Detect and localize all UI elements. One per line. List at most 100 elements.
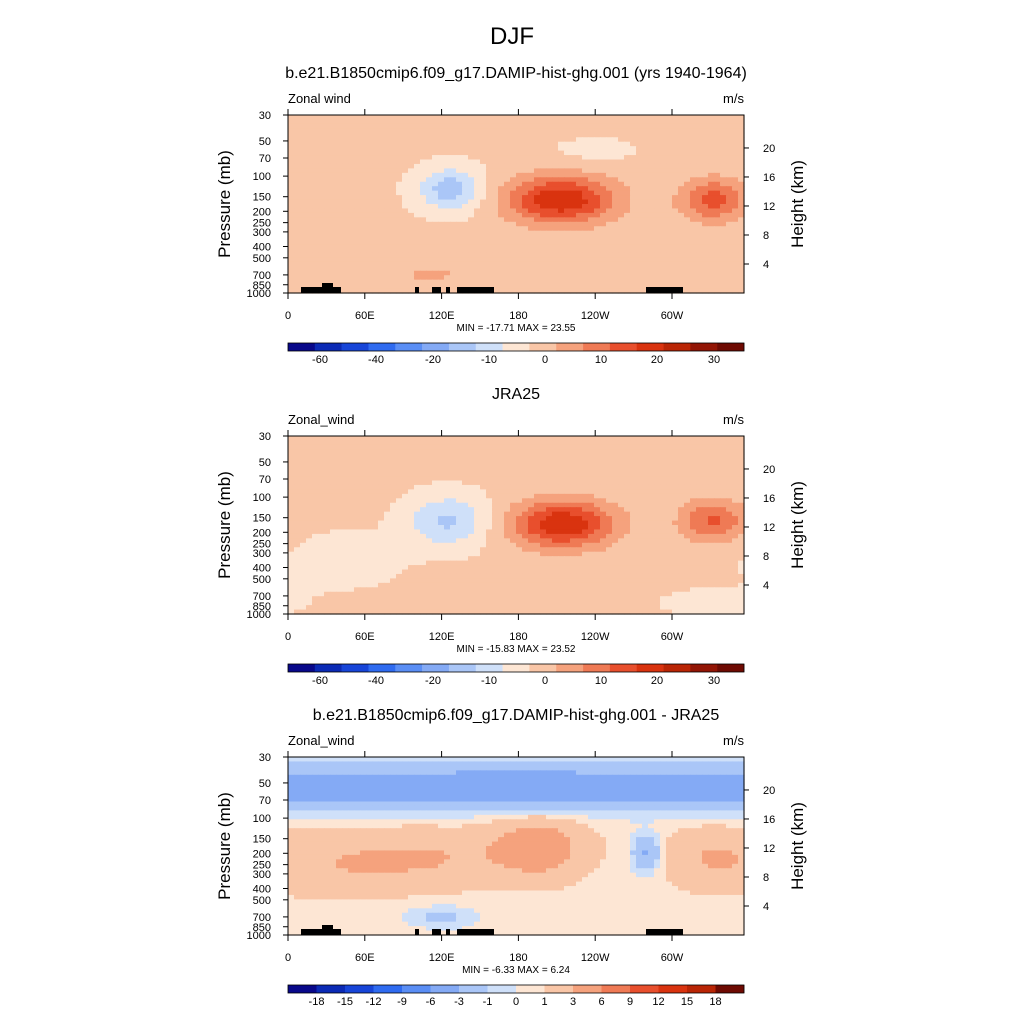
field-cell [606, 119, 613, 125]
field-cell [726, 239, 733, 245]
field-cell [498, 141, 505, 147]
field-cell [546, 244, 553, 250]
colorbar-label: 20 [651, 354, 663, 366]
field-cell [354, 507, 361, 513]
field-cell [498, 444, 505, 450]
field-cell [300, 252, 307, 258]
field-cell [690, 480, 697, 486]
field-cell [498, 239, 505, 245]
field-cell [330, 119, 337, 125]
field-cell [660, 449, 667, 455]
field-cell [468, 507, 475, 513]
field-cell [480, 502, 487, 508]
field-cell [444, 257, 451, 263]
field-cell [702, 186, 709, 192]
field-cell [450, 212, 457, 218]
field-cell [384, 440, 391, 446]
field-cell [600, 235, 607, 241]
field-cell [468, 266, 475, 272]
field-cell [294, 230, 301, 236]
field-cell [546, 168, 553, 174]
field-cell [330, 163, 337, 169]
field-cell [372, 498, 379, 504]
field-cell [300, 489, 307, 495]
field-cell [504, 261, 511, 267]
field-cell [648, 266, 655, 272]
field-cell [318, 204, 325, 210]
field-cell [528, 458, 535, 464]
field-cell [666, 159, 673, 165]
field-cell [630, 239, 637, 245]
field-cell [510, 284, 517, 290]
field-cell [660, 115, 667, 121]
field-cell [510, 115, 517, 121]
field-cell [450, 248, 457, 254]
field-cell [372, 520, 379, 526]
field-cell [618, 230, 625, 236]
field-cell [648, 480, 655, 486]
field-cell [306, 511, 313, 517]
field-cell [546, 471, 553, 477]
field-cell [360, 476, 367, 482]
field-cell [624, 275, 631, 281]
field-cell [402, 471, 409, 477]
field-cell [558, 520, 565, 526]
field-cell [306, 261, 313, 267]
field-cell [654, 493, 661, 499]
field-cell [372, 484, 379, 490]
field-cell [504, 489, 511, 495]
field-cell [486, 257, 493, 263]
field-cell [396, 132, 403, 138]
field-cell [366, 199, 373, 205]
field-cell [294, 141, 301, 147]
field-cell [408, 516, 415, 522]
field-cell [324, 449, 331, 455]
field-cell [678, 212, 685, 218]
field-cell [726, 168, 733, 174]
field-cell [666, 449, 673, 455]
field-cell [294, 270, 301, 276]
field-cell [522, 181, 529, 187]
field-cell [564, 257, 571, 263]
field-cell [432, 181, 439, 187]
field-cell [552, 115, 559, 121]
field-cell [456, 150, 463, 156]
field-cell [312, 195, 319, 201]
field-cell [498, 467, 505, 473]
field-cell [300, 119, 307, 125]
topography-block [301, 287, 341, 293]
field-cell [420, 248, 427, 254]
field-cell [402, 163, 409, 169]
field-cell [642, 168, 649, 174]
field-cell [342, 489, 349, 495]
field-cell [498, 257, 505, 263]
field-cell [624, 284, 631, 290]
field-cell [540, 248, 547, 254]
field-cell [366, 279, 373, 285]
field-cell [732, 128, 739, 134]
field-cell [624, 520, 631, 526]
field-cell [522, 440, 529, 446]
field-cell [624, 270, 631, 276]
field-cell [714, 181, 721, 187]
field-cell [564, 511, 571, 517]
field-cell [426, 230, 433, 236]
field-cell [528, 150, 535, 156]
field-cell [414, 525, 421, 531]
field-cell [342, 449, 349, 455]
field-cell [390, 480, 397, 486]
field-cell [396, 181, 403, 187]
field-cell [510, 163, 517, 169]
field-cell [372, 502, 379, 508]
field-cell [408, 529, 415, 535]
colorbar-swatch [583, 343, 611, 351]
field-cell [564, 212, 571, 218]
field-cell [480, 511, 487, 517]
field-cell [486, 186, 493, 192]
field-cell [534, 467, 541, 473]
field-cell [510, 137, 517, 143]
field-cell [606, 226, 613, 232]
field-cell [552, 288, 559, 294]
field-cell [600, 453, 607, 459]
field-cell [558, 244, 565, 250]
